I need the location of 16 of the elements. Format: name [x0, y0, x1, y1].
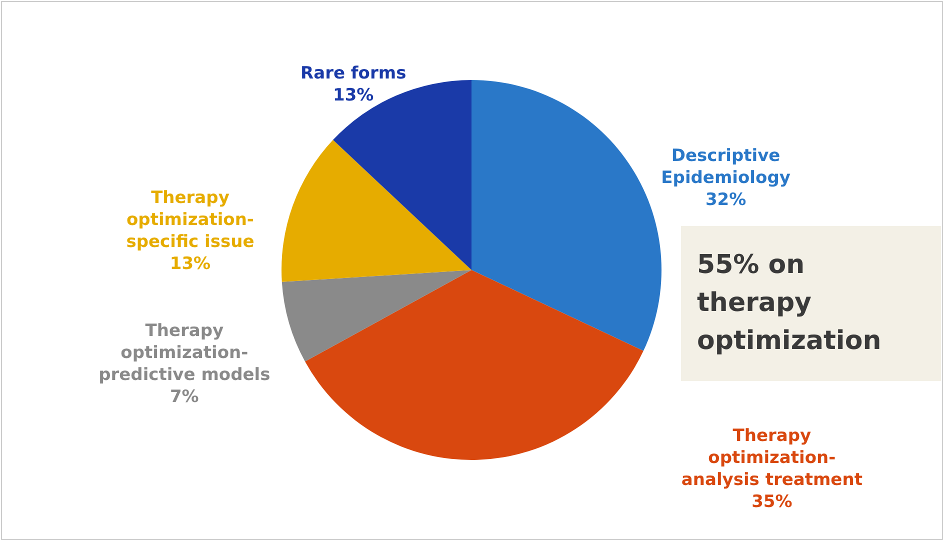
- pie-slice: [305, 270, 644, 460]
- slice-label: Rare forms: [300, 64, 406, 84]
- data-label: 13%: [333, 86, 374, 106]
- slice-label: Therapy optimization- predictive models: [98, 320, 270, 385]
- data-label: 32%: [705, 190, 746, 210]
- data-label: 35%: [752, 492, 792, 512]
- pie-slice: [282, 270, 472, 362]
- slice-label: Therapy optimization- specific issue: [126, 188, 254, 252]
- data-label: 7%: [170, 386, 199, 407]
- slice-label: Therapy optimization- analysis treatment: [681, 426, 862, 490]
- pie-slice: [332, 80, 472, 270]
- slice-label: Descriptive Epidemiology: [661, 146, 790, 188]
- pie-slice: [472, 80, 662, 351]
- pie-slice: [282, 140, 472, 282]
- text: 55% on therapy optimization: [697, 250, 882, 356]
- data-label: 13%: [170, 254, 211, 274]
